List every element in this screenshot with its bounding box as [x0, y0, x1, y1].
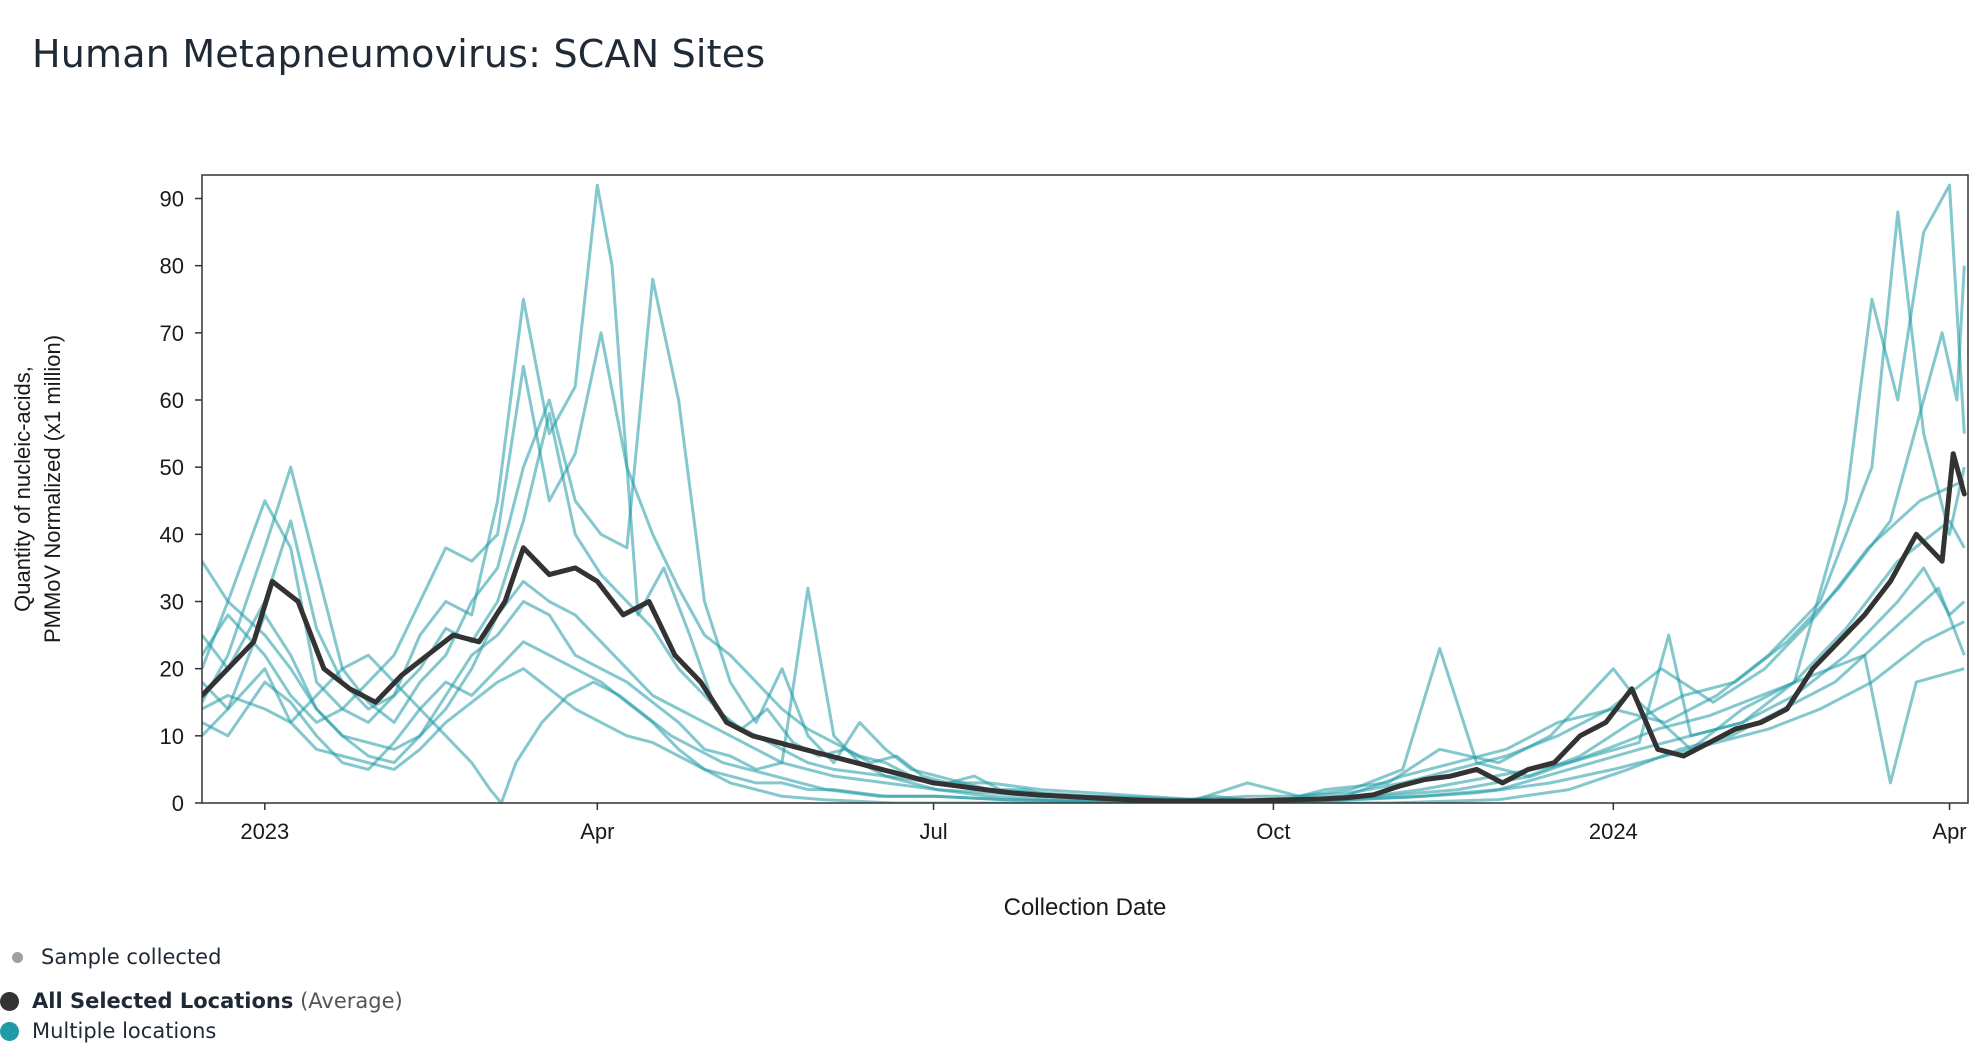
legend-average-label: All Selected Locations — [32, 989, 294, 1013]
x-tick-label: Apr — [1932, 819, 1966, 844]
y-tick-label: 80 — [160, 254, 184, 279]
sites-dot-icon — [0, 1021, 19, 1041]
legend-average-suffix: (Average) — [300, 989, 403, 1013]
legend-sample-label: Sample collected — [41, 945, 222, 969]
y-tick-label: 90 — [160, 187, 184, 212]
site-line-6 — [202, 519, 1966, 803]
y-axis: 0 10 20 30 40 50 60 70 80 90 — [160, 187, 202, 816]
x-tick-label: Apr — [580, 819, 614, 844]
x-tick-label: Oct — [1256, 819, 1290, 844]
x-tick-label: 2023 — [240, 819, 289, 844]
x-tick-label: Jul — [919, 819, 947, 844]
y-tick-label: 30 — [160, 590, 184, 615]
site-line-1 — [202, 183, 1966, 803]
site-line-2 — [202, 210, 1966, 803]
site-line-9 — [202, 653, 1965, 803]
site-line-5 — [202, 265, 1966, 802]
y-tick-label: 60 — [160, 388, 184, 413]
site-lines-group — [202, 183, 1966, 803]
legend-item-average[interactable]: All Selected Locations (Average) — [0, 989, 403, 1013]
site-line-4 — [202, 586, 1966, 803]
site-line-3 — [202, 560, 1966, 803]
sample-dot-icon — [12, 951, 23, 963]
y-tick-label: 0 — [172, 791, 184, 816]
legend-item-sites[interactable]: Multiple locations — [0, 1019, 216, 1043]
average-dot-icon — [0, 991, 19, 1011]
y-tick-label: 10 — [160, 724, 184, 749]
legend-item-sample[interactable]: Sample collected — [12, 945, 221, 969]
y-tick-label: 40 — [160, 522, 184, 547]
plot-frame — [201, 174, 1969, 804]
y-tick-label: 50 — [160, 455, 184, 480]
average-line-group — [202, 451, 1967, 803]
site-line-8 — [202, 411, 1965, 802]
page-title: Human Metapneumovirus: SCAN Sites — [32, 32, 766, 76]
y-tick-label: 20 — [160, 657, 184, 682]
x-axis: 2023 Apr Jul Oct 2024 Apr — [240, 803, 1967, 844]
y-tick-label: 70 — [160, 321, 184, 346]
x-tick-label: 2024 — [1589, 819, 1638, 844]
legend-sites-label: Multiple locations — [32, 1019, 217, 1043]
y-axis-label-line-2: PMMoV Normalized (x1 million) — [40, 335, 65, 643]
y-axis-label-line-1: Quantity of nucleic-acids, — [10, 366, 35, 612]
site-line-7 — [202, 620, 1965, 803]
x-axis-label: Collection Date — [1004, 894, 1167, 921]
average-line — [202, 451, 1967, 803]
